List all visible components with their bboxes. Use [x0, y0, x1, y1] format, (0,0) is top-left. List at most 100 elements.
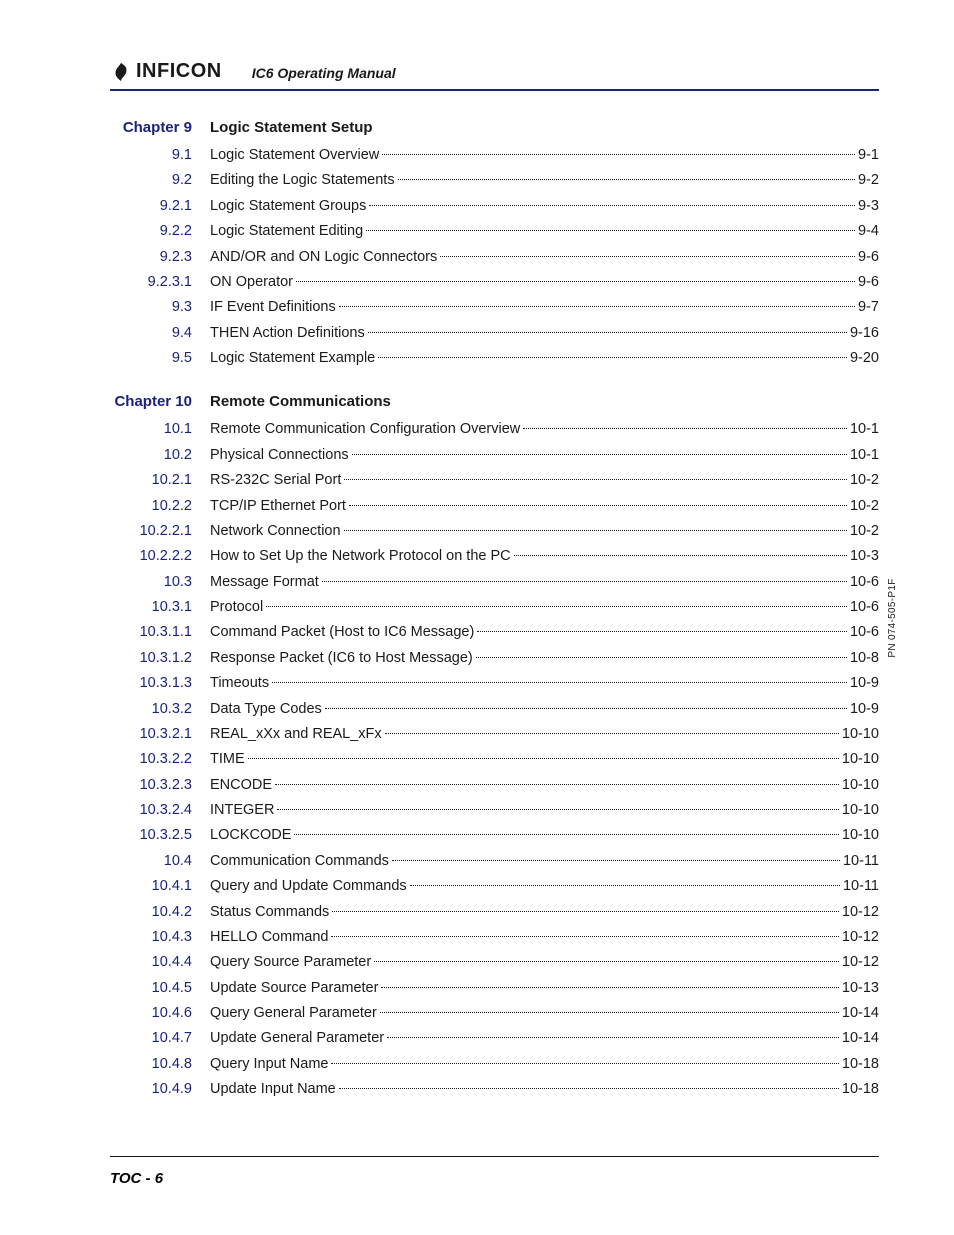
toc-row: 10.3.2.3ENCODE10-10: [110, 773, 879, 798]
entry-title: Query and Update Commands: [210, 874, 407, 899]
section-number[interactable]: 10.3: [164, 574, 192, 590]
dot-leader: [369, 205, 855, 206]
toc-row: 9.2.1Logic Statement Groups9-3: [110, 194, 879, 219]
section-number[interactable]: 10.2: [164, 447, 192, 463]
dot-leader: [381, 987, 838, 988]
section-number[interactable]: 10.3.2: [152, 701, 192, 717]
section-number[interactable]: 9.2.3.1: [148, 274, 192, 290]
page-ref[interactable]: 9-7: [858, 295, 879, 320]
page-ref[interactable]: 10-12: [842, 950, 879, 975]
section-number[interactable]: 9.3: [172, 299, 192, 315]
section-number[interactable]: 10.2.2: [152, 498, 192, 514]
entry-cell: Query Source Parameter 10-12: [210, 950, 879, 975]
page-ref[interactable]: 10-6: [850, 570, 879, 595]
page-ref[interactable]: 10-10: [842, 773, 879, 798]
page-ref[interactable]: 10-2: [850, 494, 879, 519]
page-ref[interactable]: 10-18: [842, 1077, 879, 1102]
section-number[interactable]: 10.4.5: [152, 980, 192, 996]
section-number[interactable]: 10.4.7: [152, 1030, 192, 1046]
section-number[interactable]: 10.3.1.3: [140, 675, 192, 691]
dot-leader: [385, 733, 839, 734]
section-number[interactable]: 10.4.1: [152, 878, 192, 894]
entry-cell: Message Format10-6: [210, 570, 879, 595]
page-ref[interactable]: 10-12: [842, 900, 879, 925]
entry-cell: RS-232C Serial Port10-2: [210, 468, 879, 493]
page-ref[interactable]: 10-9: [850, 671, 879, 696]
section-number[interactable]: 10.4: [164, 853, 192, 869]
page-ref[interactable]: 10-11: [843, 849, 879, 874]
page-ref[interactable]: 10-13: [842, 976, 879, 1001]
entry-title: Query Source Parameter: [210, 950, 371, 975]
section-number[interactable]: 10.4.6: [152, 1005, 192, 1021]
page-ref[interactable]: 10-8: [850, 646, 879, 671]
page-ref[interactable]: 10-12: [842, 925, 879, 950]
section-number[interactable]: 10.3.2.5: [140, 827, 192, 843]
section-number[interactable]: 10.3.2.4: [140, 802, 192, 818]
entry-title: Logic Statement Example: [210, 346, 375, 371]
chapter-number[interactable]: Chapter 9: [123, 119, 192, 136]
toc-row: 9.2.2Logic Statement Editing9-4: [110, 219, 879, 244]
section-number[interactable]: 10.4.9: [152, 1081, 192, 1097]
page-ref[interactable]: 9-2: [858, 168, 879, 193]
page-ref[interactable]: 10-2: [850, 519, 879, 544]
page-ref[interactable]: 9-6: [858, 245, 879, 270]
section-number[interactable]: 10.4.3: [152, 929, 192, 945]
page-ref[interactable]: 9-3: [858, 194, 879, 219]
section-number[interactable]: 10.2.2.2: [140, 548, 192, 564]
section-number[interactable]: 10.2.1: [152, 472, 192, 488]
section-number[interactable]: 9.4: [172, 325, 192, 341]
section-number[interactable]: 9.2: [172, 172, 192, 188]
section-number[interactable]: 10.2.2.1: [140, 523, 192, 539]
toc-row: 10.4.4 Query Source Parameter 10-12: [110, 950, 879, 975]
page-ref[interactable]: 10-14: [842, 1026, 879, 1051]
dot-leader: [332, 911, 839, 912]
page-ref[interactable]: 10-10: [842, 798, 879, 823]
section-number-cell: 10.4.8: [110, 1052, 210, 1077]
section-number[interactable]: 10.4.4: [152, 954, 192, 970]
page-ref[interactable]: 10-3: [850, 544, 879, 569]
chapter-number[interactable]: Chapter 10: [114, 393, 192, 410]
dot-leader: [366, 230, 855, 231]
page-ref[interactable]: 10-10: [842, 747, 879, 772]
page-header: INFICON IC6 Operating Manual: [110, 60, 879, 83]
page-ref[interactable]: 10-1: [850, 443, 879, 468]
section-number[interactable]: 9.2.2: [160, 223, 192, 239]
toc-row: 10.4.6Query General Parameter10-14: [110, 1001, 879, 1026]
section-number[interactable]: 10.4.2: [152, 904, 192, 920]
page-ref[interactable]: 9-6: [858, 270, 879, 295]
entry-cell: Update General Parameter10-14: [210, 1026, 879, 1051]
section-number[interactable]: 10.4.8: [152, 1056, 192, 1072]
toc-row: 10.4Communication Commands10-11: [110, 849, 879, 874]
page-ref[interactable]: 10-1: [850, 417, 879, 442]
page-ref[interactable]: 10-14: [842, 1001, 879, 1026]
page-ref[interactable]: 9-20: [850, 346, 879, 371]
page-ref[interactable]: 10-9: [850, 697, 879, 722]
page-ref[interactable]: 10-6: [850, 620, 879, 645]
page-ref[interactable]: 9-1: [858, 143, 879, 168]
section-number[interactable]: 10.1: [164, 421, 192, 437]
section-number[interactable]: 10.3.2.1: [140, 726, 192, 742]
entry-cell: Query Input Name10-18: [210, 1052, 879, 1077]
section-number-cell: 10.4.5: [110, 976, 210, 1001]
section-number-cell: 9.2.3.1: [110, 270, 210, 295]
section-number[interactable]: 10.3.1.1: [140, 624, 192, 640]
page-ref[interactable]: 10-6: [850, 595, 879, 620]
page-ref[interactable]: 10-11: [843, 874, 879, 899]
page-ref[interactable]: 10-18: [842, 1052, 879, 1077]
page-ref[interactable]: 10-10: [842, 722, 879, 747]
section-number[interactable]: 9.2.3: [160, 249, 192, 265]
section-number[interactable]: 10.3.2.2: [140, 751, 192, 767]
section-number-cell: 10.3.2: [110, 697, 210, 722]
page-ref[interactable]: 10-2: [850, 468, 879, 493]
section-number[interactable]: 9.5: [172, 350, 192, 366]
dot-leader: [331, 936, 838, 937]
section-number[interactable]: 10.3.1: [152, 599, 192, 615]
page-ref[interactable]: 10-10: [842, 823, 879, 848]
page-ref[interactable]: 9-4: [858, 219, 879, 244]
section-number[interactable]: 9.2.1: [160, 198, 192, 214]
entry-title: REAL_xXx and REAL_xFx: [210, 722, 382, 747]
section-number[interactable]: 10.3.1.2: [140, 650, 192, 666]
section-number[interactable]: 10.3.2.3: [140, 777, 192, 793]
section-number[interactable]: 9.1: [172, 147, 192, 163]
page-ref[interactable]: 9-16: [850, 321, 879, 346]
